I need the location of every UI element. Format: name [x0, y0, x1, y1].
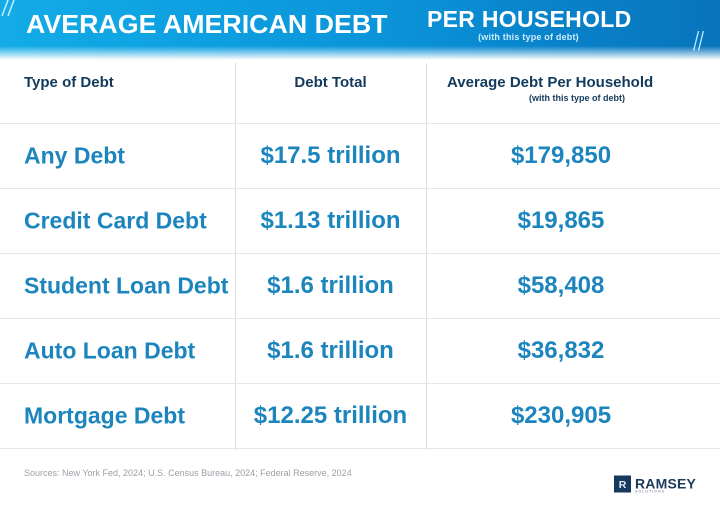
svg-text:SOLUTIONS: SOLUTIONS: [635, 489, 665, 493]
svg-text:R: R: [619, 479, 627, 491]
